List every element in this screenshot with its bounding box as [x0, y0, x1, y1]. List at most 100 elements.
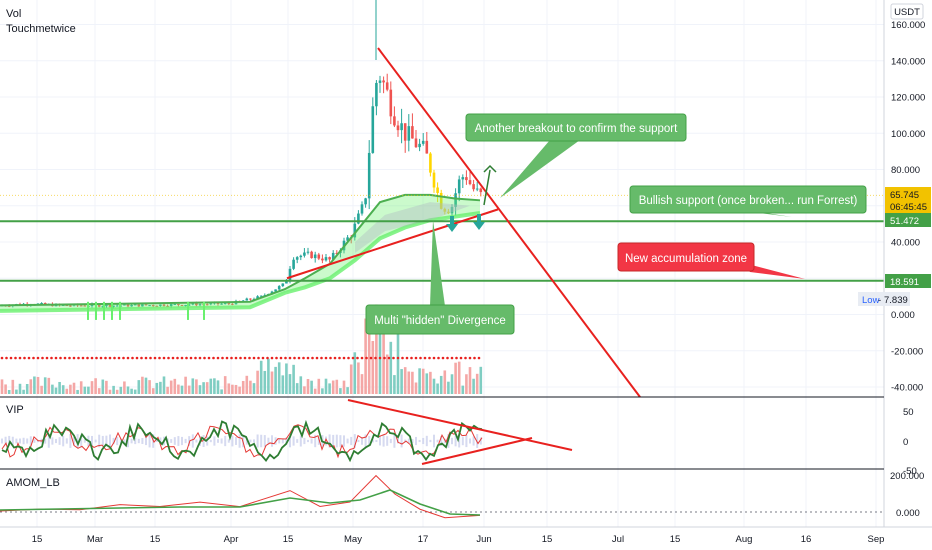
vip-histogram: [263, 435, 266, 447]
vip-histogram: [220, 438, 223, 444]
signal-dot: [428, 356, 431, 360]
candle-body: [382, 80, 385, 83]
volume-bar: [87, 386, 90, 394]
candle-body: [400, 123, 403, 131]
candle-body: [198, 304, 202, 306]
vip-histogram: [303, 437, 306, 445]
signal-dot: [410, 356, 413, 360]
volume-bar: [454, 362, 457, 394]
price-tick-label: -40.000: [891, 383, 923, 394]
vip-histogram: [368, 436, 371, 446]
vip-histogram: [472, 436, 475, 446]
candle-body: [375, 82, 378, 107]
vip-histogram: [238, 434, 241, 448]
currency-badge[interactable]: [890, 3, 924, 20]
bar-countdown: 06:45:45: [890, 202, 927, 213]
time-tick-label: 15: [32, 534, 43, 545]
vip-histogram: [191, 434, 194, 448]
volume-bar: [15, 389, 18, 394]
accumulation-price: 18.591: [890, 277, 919, 288]
signal-dot: [405, 356, 409, 360]
vip-histogram: [69, 434, 72, 448]
annotation-breakout[interactable]: Another breakout to confirm the support: [465, 113, 687, 198]
svg-text:-: -: [878, 295, 881, 306]
price-tick-label: 100.000: [891, 129, 925, 140]
volume-bar: [159, 381, 162, 394]
candle-body: [144, 304, 148, 306]
annotation-accumulation-text: New accumulation zone: [625, 253, 747, 265]
time-tick-label: 16: [801, 534, 812, 545]
time-tick-label: 15: [670, 534, 681, 545]
vip-histogram: [209, 439, 212, 443]
time-tick-label: 15: [150, 534, 161, 545]
time-tick-label: Jul: [612, 534, 624, 545]
annotation-divergence[interactable]: Multi "hidden" Divergence: [365, 220, 515, 335]
time-tick-label: May: [344, 534, 362, 545]
vip-histogram: [310, 438, 313, 444]
volume-bar: [47, 377, 51, 394]
candle-body: [414, 138, 418, 148]
amom-axis: 200.000 0.000: [890, 471, 924, 519]
vip-histogram: [184, 438, 187, 444]
candle-body: [148, 305, 151, 307]
candle-body: [123, 304, 126, 306]
signal-dot: [423, 356, 427, 360]
volume-bar: [220, 389, 223, 394]
signal-dot: [77, 356, 80, 360]
ema-fast-line: [0, 193, 481, 307]
vip-histogram: [134, 437, 137, 445]
candle-body: [274, 289, 277, 292]
volume-bar: [378, 319, 382, 394]
price-axis[interactable]: USDT 160.000 140.000 120.000 100.000 80.000 6…: [858, 0, 931, 527]
time-tick-label: 15: [283, 534, 294, 545]
candle-body: [245, 298, 249, 301]
signal-dot: [140, 356, 143, 360]
candle-body: [353, 223, 357, 238]
vip-histogram: [217, 439, 219, 443]
volume-bar: [58, 381, 61, 394]
signal-dot: [311, 356, 314, 360]
volume-bar: [79, 381, 83, 394]
volume-bar: [40, 385, 43, 394]
vip-histogram: [123, 439, 126, 443]
annotation-breakout-text: Another breakout to confirm the support: [475, 123, 678, 135]
vip-histogram: [22, 437, 25, 445]
price-tick-label: 40.000: [891, 238, 920, 249]
volume-bar: [342, 380, 346, 394]
vip-histogram: [375, 439, 378, 443]
volume-bar: [249, 380, 252, 394]
annotation-accumulation[interactable]: New accumulation zone: [617, 242, 805, 279]
signal-dot: [360, 356, 364, 360]
low-label: Low: [862, 295, 880, 306]
candle-body: [227, 303, 231, 305]
volume-bar: [97, 388, 101, 394]
signal-dot: [131, 356, 134, 360]
vip-histogram: [4, 436, 7, 446]
vip-histogram: [415, 436, 417, 446]
volume-bar: [205, 382, 209, 394]
candle-body: [130, 304, 133, 307]
vip-histogram: [425, 435, 428, 447]
candle-body: [450, 206, 454, 214]
volume-bar: [310, 380, 313, 394]
signal-dot: [455, 356, 458, 360]
candle-body: [108, 304, 112, 307]
candle-body: [83, 305, 87, 307]
vip-histogram: [253, 439, 255, 443]
volume-bar: [421, 368, 425, 394]
vip-histogram: [1, 438, 3, 444]
volume-bars: [0, 304, 483, 394]
volume-bar: [479, 366, 483, 394]
annotation-bullish[interactable]: Bullish support (once broken... run Forr…: [629, 185, 867, 217]
vip-histogram: [195, 439, 198, 443]
time-axis[interactable]: 15 Mar 15 Apr 15 May 17 Jun 15 Jul 15 Aug 16 Sep: [32, 534, 885, 545]
candle-body: [40, 303, 43, 305]
vip-histogram: [436, 439, 439, 443]
volume-bar: [425, 373, 429, 394]
signal-dot: [243, 356, 247, 360]
signal-dot: [68, 356, 71, 360]
signal-dot: [194, 356, 197, 360]
signal-dot: [108, 356, 112, 360]
vip-histogram: [317, 437, 320, 445]
